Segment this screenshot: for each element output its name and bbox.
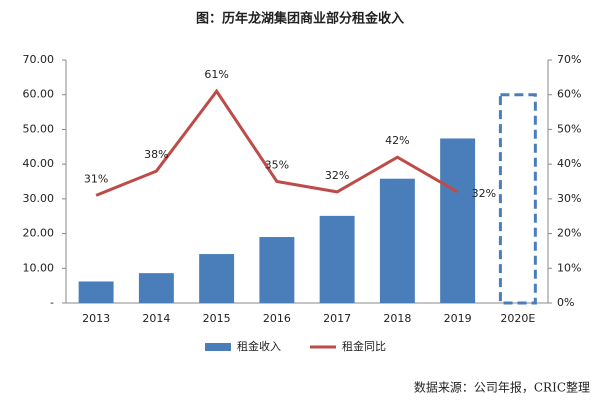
legend-label: 租金同比 xyxy=(342,339,386,353)
bar xyxy=(259,237,295,303)
data-label: 31% xyxy=(84,172,108,185)
source: 数据来源：公司年报，CRIC整理 xyxy=(414,380,590,395)
bar xyxy=(138,273,174,303)
y2-tick-label: 60% xyxy=(557,88,581,101)
x-tick-label: 2020E xyxy=(500,312,535,325)
x-tick-label: 2015 xyxy=(203,312,231,325)
data-label: 61% xyxy=(204,68,228,81)
y2-tick-label: 50% xyxy=(557,122,581,135)
y2-tick-label: 0% xyxy=(557,296,574,309)
y2-tick-label: 10% xyxy=(557,261,581,274)
legend-label: 租金收入 xyxy=(237,339,281,353)
y-tick-label: 60.00 xyxy=(23,88,55,101)
bar xyxy=(199,254,235,303)
y2-tick-label: 40% xyxy=(557,157,581,170)
data-label: 42% xyxy=(385,134,409,147)
data-label: 32% xyxy=(472,187,496,200)
data-label: 32% xyxy=(325,169,349,182)
y-tick-label: 20.00 xyxy=(23,227,55,240)
chart-title: 图：历年龙湖集团商业部分租金收入 xyxy=(196,11,404,27)
bar xyxy=(379,178,415,303)
y-tick-label: 70.00 xyxy=(23,53,55,66)
y-tick-label: 50.00 xyxy=(23,122,55,135)
x-tick-label: 2017 xyxy=(323,312,351,325)
y-tick-label: 40.00 xyxy=(23,157,55,170)
data-label: 38% xyxy=(144,148,168,161)
line xyxy=(95,88,459,197)
x-tick-label: 2018 xyxy=(383,312,411,325)
y-tick-label: 10.00 xyxy=(23,261,55,274)
y-tick-label: 30.00 xyxy=(23,192,55,205)
bar xyxy=(319,215,355,303)
y-tick-label: - xyxy=(50,296,54,309)
bar xyxy=(440,138,476,303)
data-label: 35% xyxy=(265,159,289,172)
x-tick-label: 2016 xyxy=(263,312,291,325)
y2-tick-label: 20% xyxy=(557,227,581,240)
bar xyxy=(78,281,114,303)
x-tick-label: 2013 xyxy=(82,312,110,325)
x-tick-label: 2014 xyxy=(142,312,170,325)
y2-tick-label: 30% xyxy=(557,192,581,205)
legend-swatch xyxy=(205,343,231,351)
y2-tick-label: 70% xyxy=(557,53,581,66)
x-tick-label: 2019 xyxy=(444,312,472,325)
bar xyxy=(498,93,537,305)
